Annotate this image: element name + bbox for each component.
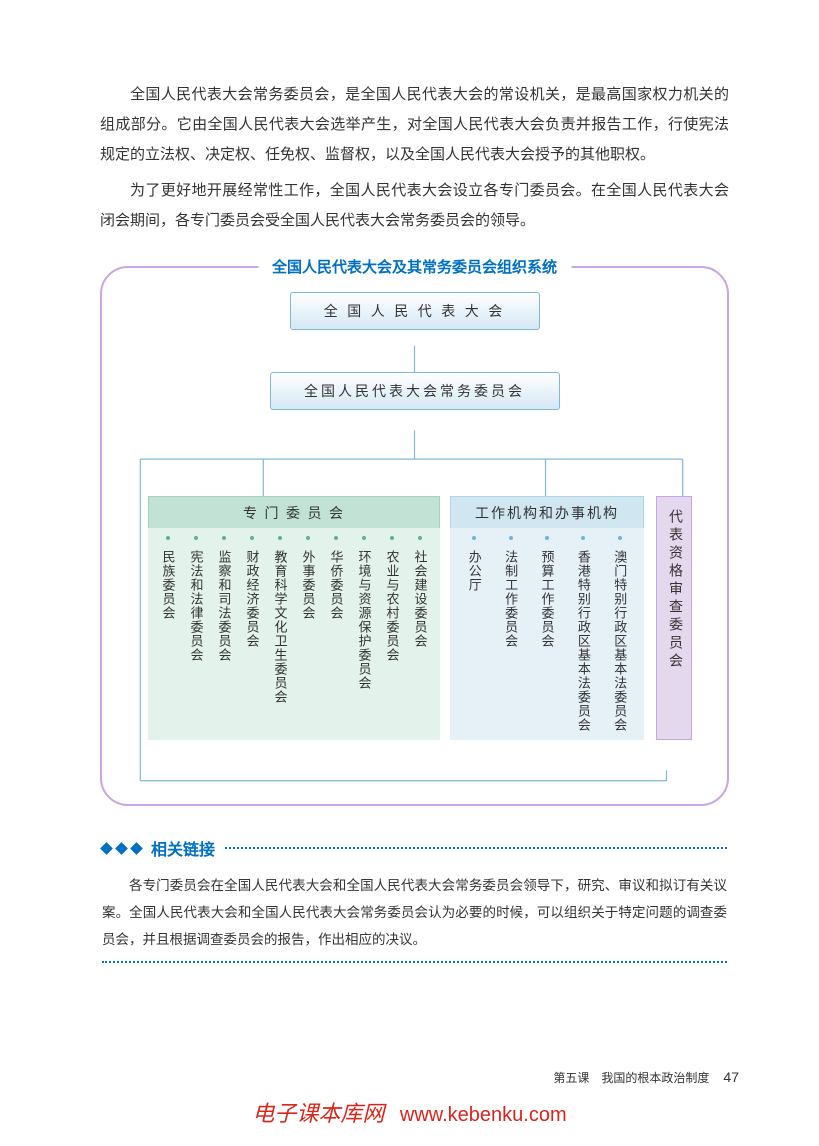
bullet-dot xyxy=(194,536,198,540)
committee-item: 预算工作委员会 xyxy=(537,536,556,732)
bullet-dot xyxy=(581,536,585,540)
bullet-dot xyxy=(278,536,282,540)
committee-item: 社会建设委员会 xyxy=(411,536,430,732)
diamond-icon xyxy=(130,842,143,855)
related-links-body: 各专门委员会在全国人民代表大会和全国人民代表大会常务委员会领导下，研究、审议和拟… xyxy=(102,868,727,961)
committee-label: 华侨委员会 xyxy=(327,546,346,620)
bullet-dot xyxy=(545,536,549,540)
committee-label: 监察和司法委员会 xyxy=(215,546,234,662)
committee-label: 民族委员会 xyxy=(159,546,178,620)
bullet-dot xyxy=(362,536,366,540)
group-body-special: 社会建设委员会农业与农村委员会环境与资源保护委员会华侨委员会外事委员会教育科学文… xyxy=(148,528,440,740)
footer-page-number: 47 xyxy=(723,1069,739,1085)
paragraph-1: 全国人民代表大会常务委员会，是全国人民代表大会的常设机关，是最高国家权力机关的组… xyxy=(100,80,729,170)
related-links: 相关链接 各专门委员会在全国人民代表大会和全国人民代表大会常务委员会领导下，研究… xyxy=(100,836,729,963)
group-header-special-label: 专 门 委 员 会 xyxy=(243,507,345,522)
org-diagram: 全国人民代表大会及其常务委员会组织系统 全 国 人 民 代 表 大 会 全国人民… xyxy=(100,266,729,806)
footer-lesson: 第五课 我国的根本政治制度 xyxy=(553,1069,709,1086)
committee-item: 民族委员会 xyxy=(159,536,178,732)
bullet-dot xyxy=(250,536,254,540)
diamond-icon xyxy=(100,842,113,855)
committee-item: 香港特别行政区基本法委员会 xyxy=(574,536,593,732)
dotted-line-bottom xyxy=(102,961,727,963)
committee-label: 澳门特别行政区基本法委员会 xyxy=(610,546,629,732)
bullet-dot xyxy=(166,536,170,540)
group-body-work: 澳门特别行政区基本法委员会香港特别行政区基本法委员会预算工作委员会法制工作委员会… xyxy=(450,528,644,740)
committee-item: 办公厅 xyxy=(465,536,484,732)
bullet-dot xyxy=(509,536,513,540)
qualification-committee-box: 代表资格审查委员会 xyxy=(656,496,692,740)
committee-item: 法制工作委员会 xyxy=(501,536,520,732)
committee-item: 农业与农村委员会 xyxy=(383,536,402,732)
committee-item: 澳门特别行政区基本法委员会 xyxy=(610,536,629,732)
committee-label: 预算工作委员会 xyxy=(537,546,556,648)
node-standing-committee: 全国人民代表大会常务委员会 xyxy=(270,372,560,410)
bullet-dot xyxy=(418,536,422,540)
group-header-special: 专 门 委 员 会 xyxy=(148,496,440,530)
diagram-title-wrap: 全国人民代表大会及其常务委员会组织系统 xyxy=(258,256,571,277)
bullet-dot xyxy=(618,536,622,540)
committee-label: 香港特别行政区基本法委员会 xyxy=(574,546,593,732)
bullet-dot xyxy=(306,536,310,540)
group-header-work-label: 工作机构和办事机构 xyxy=(475,507,619,522)
committee-item: 财政经济委员会 xyxy=(243,536,262,732)
watermark-brand: 电子课本库网 xyxy=(252,1101,384,1126)
group-header-work: 工作机构和办事机构 xyxy=(450,496,644,530)
committee-item: 宪法和法律委员会 xyxy=(187,536,206,732)
committee-label: 宪法和法律委员会 xyxy=(187,546,206,662)
node-npc: 全 国 人 民 代 表 大 会 xyxy=(290,292,540,330)
committee-item: 环境与资源保护委员会 xyxy=(355,536,374,732)
watermark: 电子课本库网 www.kebenku.com xyxy=(252,1096,566,1128)
committee-label: 教育科学文化卫生委员会 xyxy=(271,546,290,704)
committee-item: 监察和司法委员会 xyxy=(215,536,234,732)
committee-item: 华侨委员会 xyxy=(327,536,346,732)
bullet-dot xyxy=(222,536,226,540)
bullet-dot xyxy=(334,536,338,540)
committee-label: 农业与农村委员会 xyxy=(383,546,402,662)
committee-label: 办公厅 xyxy=(465,546,484,592)
committee-label: 外事委员会 xyxy=(299,546,318,620)
committee-item: 教育科学文化卫生委员会 xyxy=(271,536,290,732)
diagram-title: 全国人民代表大会及其常务委员会组织系统 xyxy=(272,259,557,276)
committee-label: 环境与资源保护委员会 xyxy=(355,546,374,690)
watermark-url: www.kebenku.com xyxy=(400,1104,567,1126)
committee-item: 外事委员会 xyxy=(299,536,318,732)
bullet-dot xyxy=(390,536,394,540)
related-links-title: 相关链接 xyxy=(151,836,215,860)
bullet-dot xyxy=(472,536,476,540)
page-footer: 第五课 我国的根本政治制度 47 xyxy=(553,1069,739,1086)
paragraph-2: 为了更好地开展经常性工作，全国人民代表大会设立各专门委员会。在全国人民代表大会闭… xyxy=(100,176,729,236)
qualification-committee-label: 代表资格审查委员会 xyxy=(664,509,684,671)
committee-label: 财政经济委员会 xyxy=(243,546,262,648)
committee-label: 社会建设委员会 xyxy=(411,546,430,648)
diamond-icon xyxy=(115,842,128,855)
dotted-line xyxy=(225,847,727,849)
committee-label: 法制工作委员会 xyxy=(501,546,520,648)
